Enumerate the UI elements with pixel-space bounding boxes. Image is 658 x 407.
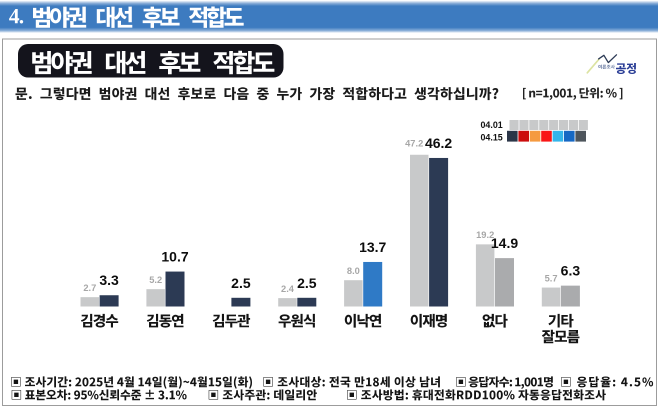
- svg-text:13.7: 13.7: [359, 239, 386, 255]
- svg-text:8.0: 8.0: [347, 266, 360, 276]
- svg-text:19.2: 19.2: [476, 230, 494, 240]
- svg-text:04.01: 04.01: [481, 120, 503, 130]
- svg-text:10.7: 10.7: [161, 249, 188, 265]
- svg-text:3.3: 3.3: [99, 272, 119, 288]
- svg-text:14.9: 14.9: [491, 235, 518, 251]
- svg-text:47.2: 47.2: [405, 138, 423, 148]
- svg-text:04.15: 04.15: [481, 132, 503, 142]
- svg-text:5.2: 5.2: [149, 275, 162, 285]
- svg-text:2.5: 2.5: [297, 275, 317, 291]
- svg-text:2.4: 2.4: [281, 284, 295, 294]
- svg-text:2.7: 2.7: [83, 283, 96, 293]
- svg-text:6.3: 6.3: [561, 263, 581, 279]
- svg-text:5.7: 5.7: [545, 273, 558, 283]
- svg-text:46.2: 46.2: [425, 135, 452, 151]
- svg-text:2.5: 2.5: [231, 275, 251, 291]
